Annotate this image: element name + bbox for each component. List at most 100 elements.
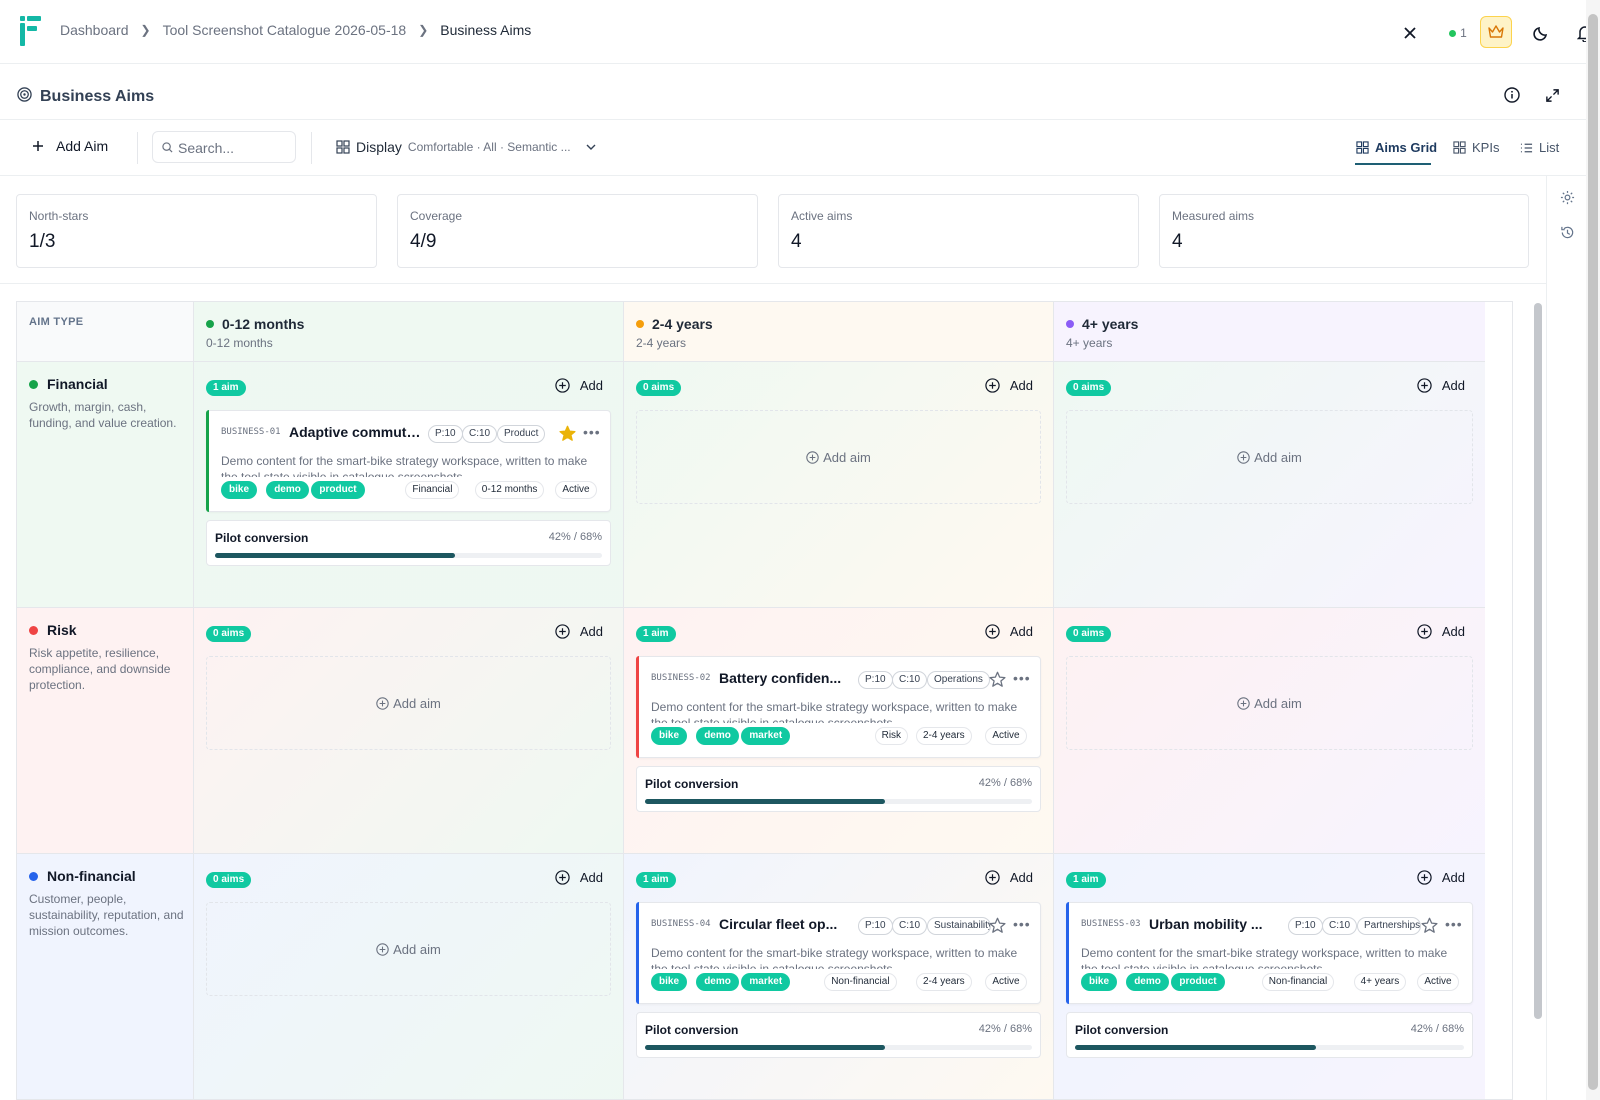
breadcrumb-dashboard[interactable]: Dashboard (60, 22, 129, 38)
tab-list[interactable]: List (1520, 140, 1559, 155)
aim-description: Demo content for the smart-bike strategy… (1081, 946, 1448, 969)
add-button[interactable]: Add (1417, 870, 1465, 885)
add-button[interactable]: Add (555, 378, 603, 393)
aim-title[interactable]: Circular fleet op... (719, 916, 838, 932)
row-header: Non-financial Customer, people, sustaina… (17, 854, 193, 1099)
grid-cell: 1 aim Add BUSINESS-04 Circular fleet op.… (623, 854, 1053, 1099)
plus-circle-icon (985, 378, 1000, 393)
aim-title[interactable]: Battery confiden... (719, 670, 842, 686)
tag[interactable]: market (741, 727, 791, 745)
star-icon[interactable] (1421, 917, 1438, 934)
tag[interactable]: demo (266, 481, 309, 499)
kpi-progress-track (645, 799, 1032, 804)
page-scrollbar-thumb[interactable] (1588, 14, 1598, 1090)
row-color-dot (29, 872, 38, 881)
online-indicator[interactable]: 1 (1443, 23, 1473, 43)
moon-icon[interactable] (1530, 22, 1552, 44)
tag[interactable]: bike (221, 481, 258, 499)
add-button[interactable]: Add (1417, 378, 1465, 393)
stat-card: Active aims 4 (778, 194, 1139, 268)
tab-kpis[interactable]: KPIs (1453, 140, 1499, 155)
kpi-card[interactable]: Pilot conversion 42% / 68% (636, 1012, 1041, 1058)
search-input[interactable]: Search... (152, 131, 296, 163)
plus-circle-icon (555, 624, 570, 639)
add-button[interactable]: Add (985, 870, 1033, 885)
grid-scrollbar[interactable] (1534, 291, 1542, 1097)
more-icon[interactable]: ••• (1013, 916, 1031, 932)
stat-value: 4/9 (410, 231, 437, 252)
tag[interactable]: market (741, 973, 791, 991)
close-icon[interactable] (1400, 23, 1420, 43)
add-button[interactable]: Add (1417, 624, 1465, 639)
display-dropdown[interactable]: Display Comfortable · All · Semantic ... (336, 139, 597, 155)
kpi-card[interactable]: Pilot conversion 42% / 68% (206, 520, 611, 566)
kpi-value: 42% / 68% (548, 531, 602, 543)
star-icon[interactable] (559, 425, 576, 442)
aim-card[interactable]: BUSINESS-02 Battery confiden... P:10 C:1… (636, 656, 1041, 758)
grid-scrollbar-thumb[interactable] (1534, 303, 1542, 1019)
meta-chip: 2-4 years (916, 727, 972, 745)
row-color-dot (29, 626, 38, 635)
add-label: Add (1441, 624, 1465, 639)
add-aim-button[interactable]: Add Aim (32, 138, 108, 154)
add-label: Add (579, 870, 603, 885)
more-icon[interactable]: ••• (583, 424, 601, 440)
row-description: Customer, people, sustainability, reputa… (29, 892, 184, 938)
breadcrumb-catalogue[interactable]: Tool Screenshot Catalogue 2026-05-18 (162, 22, 407, 38)
tag[interactable]: demo (1126, 973, 1169, 991)
expand-icon[interactable] (1543, 86, 1561, 104)
grid-icon (1453, 141, 1466, 154)
meta-chip: Financial (405, 481, 460, 499)
card-accent (1066, 902, 1069, 1004)
add-aim-label: Add aim (393, 941, 441, 957)
add-aim-placeholder[interactable]: Add aim (636, 410, 1041, 504)
confidence-pill: C:10 (1322, 917, 1358, 935)
add-button[interactable]: Add (985, 624, 1033, 639)
history-icon[interactable] (1559, 224, 1575, 240)
aim-title[interactable]: Adaptive commute... (289, 424, 425, 440)
kpi-progress-track (215, 553, 602, 558)
breadcrumb: Dashboard ❯ Tool Screenshot Catalogue 20… (60, 22, 531, 38)
tag[interactable]: bike (651, 727, 688, 745)
crown-icon[interactable] (1480, 16, 1512, 48)
more-icon[interactable]: ••• (1445, 916, 1463, 932)
row-title: Financial (47, 376, 108, 392)
tag[interactable]: product (1171, 973, 1225, 991)
confidence-pill: C:10 (892, 917, 928, 935)
row-color-dot (29, 380, 38, 389)
tag[interactable]: demo (696, 973, 739, 991)
star-icon[interactable] (989, 917, 1006, 934)
tab-list-label: List (1539, 140, 1560, 155)
stat-label: North-stars (29, 209, 89, 223)
add-button[interactable]: Add (555, 870, 603, 885)
gear-icon[interactable] (1559, 189, 1575, 205)
kpi-card[interactable]: Pilot conversion 42% / 68% (636, 766, 1041, 812)
tag[interactable]: product (311, 481, 365, 499)
tag[interactable]: bike (651, 973, 688, 991)
page-scrollbar[interactable] (1586, 0, 1600, 1100)
add-aim-placeholder[interactable]: Add aim (206, 902, 611, 996)
tag[interactable]: demo (696, 727, 739, 745)
add-aim-placeholder[interactable]: Add aim (1066, 410, 1473, 504)
plus-circle-icon (555, 378, 570, 393)
more-icon[interactable]: ••• (1013, 670, 1031, 686)
add-button[interactable]: Add (555, 624, 603, 639)
kpi-card[interactable]: Pilot conversion 42% / 68% (1066, 1012, 1473, 1058)
add-aim-label: Add aim (823, 449, 871, 465)
aim-card[interactable]: BUSINESS-04 Circular fleet op... P:10 C:… (636, 902, 1041, 1004)
aim-title[interactable]: Urban mobility ... (1149, 916, 1263, 932)
plus-circle-icon (555, 870, 570, 885)
plus-circle-icon (1417, 624, 1432, 639)
tab-aims-grid[interactable]: Aims Grid (1356, 140, 1437, 155)
add-button[interactable]: Add (985, 378, 1033, 393)
aim-card[interactable]: BUSINESS-03 Urban mobility ... P:10 C:10… (1066, 902, 1473, 1004)
star-icon[interactable] (989, 671, 1006, 688)
app-logo[interactable] (20, 16, 42, 46)
row-header: Financial Growth, margin, cash, funding,… (17, 362, 193, 608)
tag[interactable]: bike (1081, 973, 1118, 991)
aim-card[interactable]: BUSINESS-01 Adaptive commute... P:10 C:1… (206, 410, 611, 512)
info-icon[interactable] (1503, 86, 1521, 104)
add-aim-placeholder[interactable]: Add aim (1066, 656, 1473, 750)
kpi-progress-fill (645, 1045, 885, 1050)
add-aim-placeholder[interactable]: Add aim (206, 656, 611, 750)
